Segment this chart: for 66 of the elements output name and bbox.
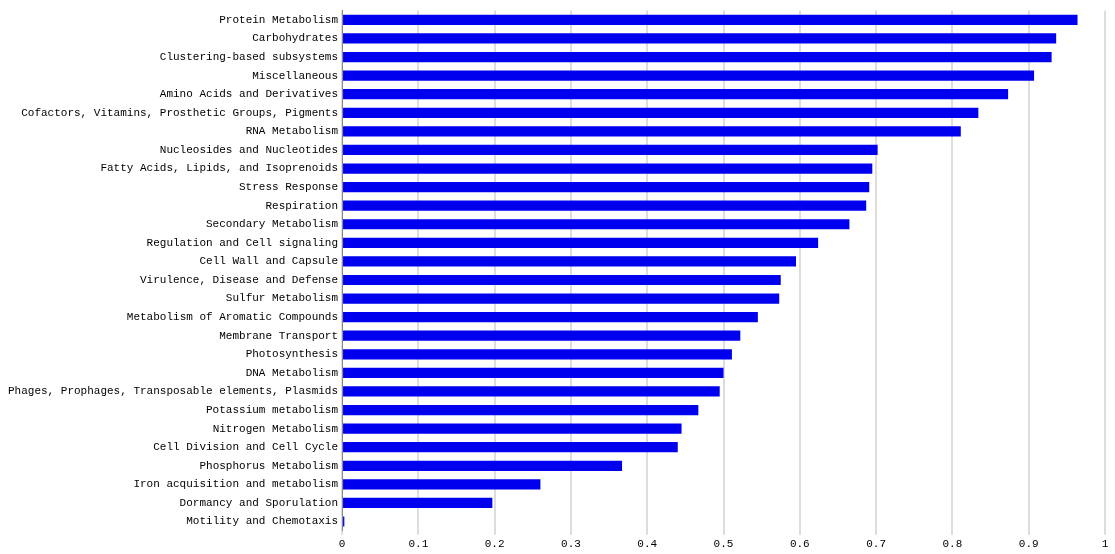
bar (343, 497, 493, 509)
bar (343, 163, 873, 174)
y-tick-label: Membrane Transport (219, 329, 339, 342)
x-tick-label: 0.2 (484, 538, 505, 551)
y-tick-label: Dormancy and Sporulation (179, 496, 339, 509)
y-tick-label: Protein Metabolism (219, 13, 339, 26)
y-tick-label: Iron acquisition and metabolism (133, 478, 339, 491)
bar (343, 126, 961, 137)
x-tick-label: 0.8 (942, 538, 963, 551)
y-tick-label: Fatty Acids, Lipids, and Isoprenoids (100, 162, 339, 175)
bar (343, 349, 732, 360)
y-tick-label: Nucleosides and Nucleotides (159, 143, 339, 156)
y-tick-label: Secondary Metabolism (206, 218, 339, 231)
y-tick-label: Miscellaneous (252, 69, 339, 82)
bar (343, 367, 724, 378)
bar (343, 33, 1057, 44)
bar (343, 181, 870, 193)
y-tick-label: Regulation and Cell signaling (146, 236, 339, 249)
x-tick-label: 0.6 (789, 538, 810, 551)
y-tick-label: Phosphorus Metabolism (199, 459, 339, 472)
bar (343, 442, 678, 453)
y-tick-label: Cofactors, Vitamins, Prosthetic Groups, Pigments (21, 106, 339, 119)
y-tick-label: DNA Metabolism (245, 366, 339, 379)
bar (343, 107, 979, 118)
bar (343, 293, 780, 304)
y-tick-label: Cell Division and Cell Cycle (153, 441, 339, 454)
y-tick-label: RNA Metabolism (245, 125, 339, 138)
bar (343, 14, 1078, 25)
bar (343, 330, 741, 341)
x-tick-label: 0 (338, 538, 346, 551)
bar (343, 237, 819, 248)
bar (343, 219, 850, 230)
x-tick-label: 0.9 (1018, 538, 1039, 551)
x-tick-label: 0.3 (561, 538, 581, 551)
bar (343, 256, 797, 267)
bar (343, 312, 758, 323)
bar (343, 386, 720, 397)
y-tick-label: Photosynthesis (245, 348, 339, 361)
bar (343, 144, 878, 156)
y-tick-label: Virulence, Disease and Defense (140, 273, 339, 286)
y-tick-label: Stress Response (239, 181, 339, 193)
y-tick-label: Cell Wall and Capsule (199, 255, 339, 268)
y-tick-label: Nitrogen Metabolism (212, 422, 339, 435)
y-tick-label: Respiration (265, 199, 339, 212)
bar (343, 274, 781, 286)
x-tick-label: 0.5 (713, 538, 734, 551)
bar (343, 404, 699, 416)
y-tick-label: Amino Acids and Derivatives (159, 88, 339, 101)
x-tick-label: 1 (1101, 538, 1109, 551)
y-tick-label: Sulfur Metabolism (225, 292, 339, 305)
x-tick-label: 0.7 (866, 538, 887, 551)
bar (343, 51, 1052, 63)
bar (343, 460, 623, 471)
y-tick-label: Phages, Prophages, Transposable elements, Plasmids (7, 385, 339, 398)
bar (343, 423, 682, 434)
bar (343, 89, 1009, 100)
y-tick-label: Potassium metabolism (206, 403, 339, 416)
y-tick-label: Motility and Chemotaxis (186, 515, 339, 528)
y-tick-label: Clustering-based subsystems (159, 50, 339, 63)
bar (343, 70, 1035, 81)
x-tick-label: 0.4 (637, 538, 658, 551)
x-tick-label: 0.1 (408, 538, 429, 551)
y-tick-label: Metabolism of Aromatic Compounds (126, 311, 339, 324)
bar (343, 200, 867, 211)
bar (343, 479, 541, 490)
y-tick-label: Carbohydrates (252, 32, 339, 45)
